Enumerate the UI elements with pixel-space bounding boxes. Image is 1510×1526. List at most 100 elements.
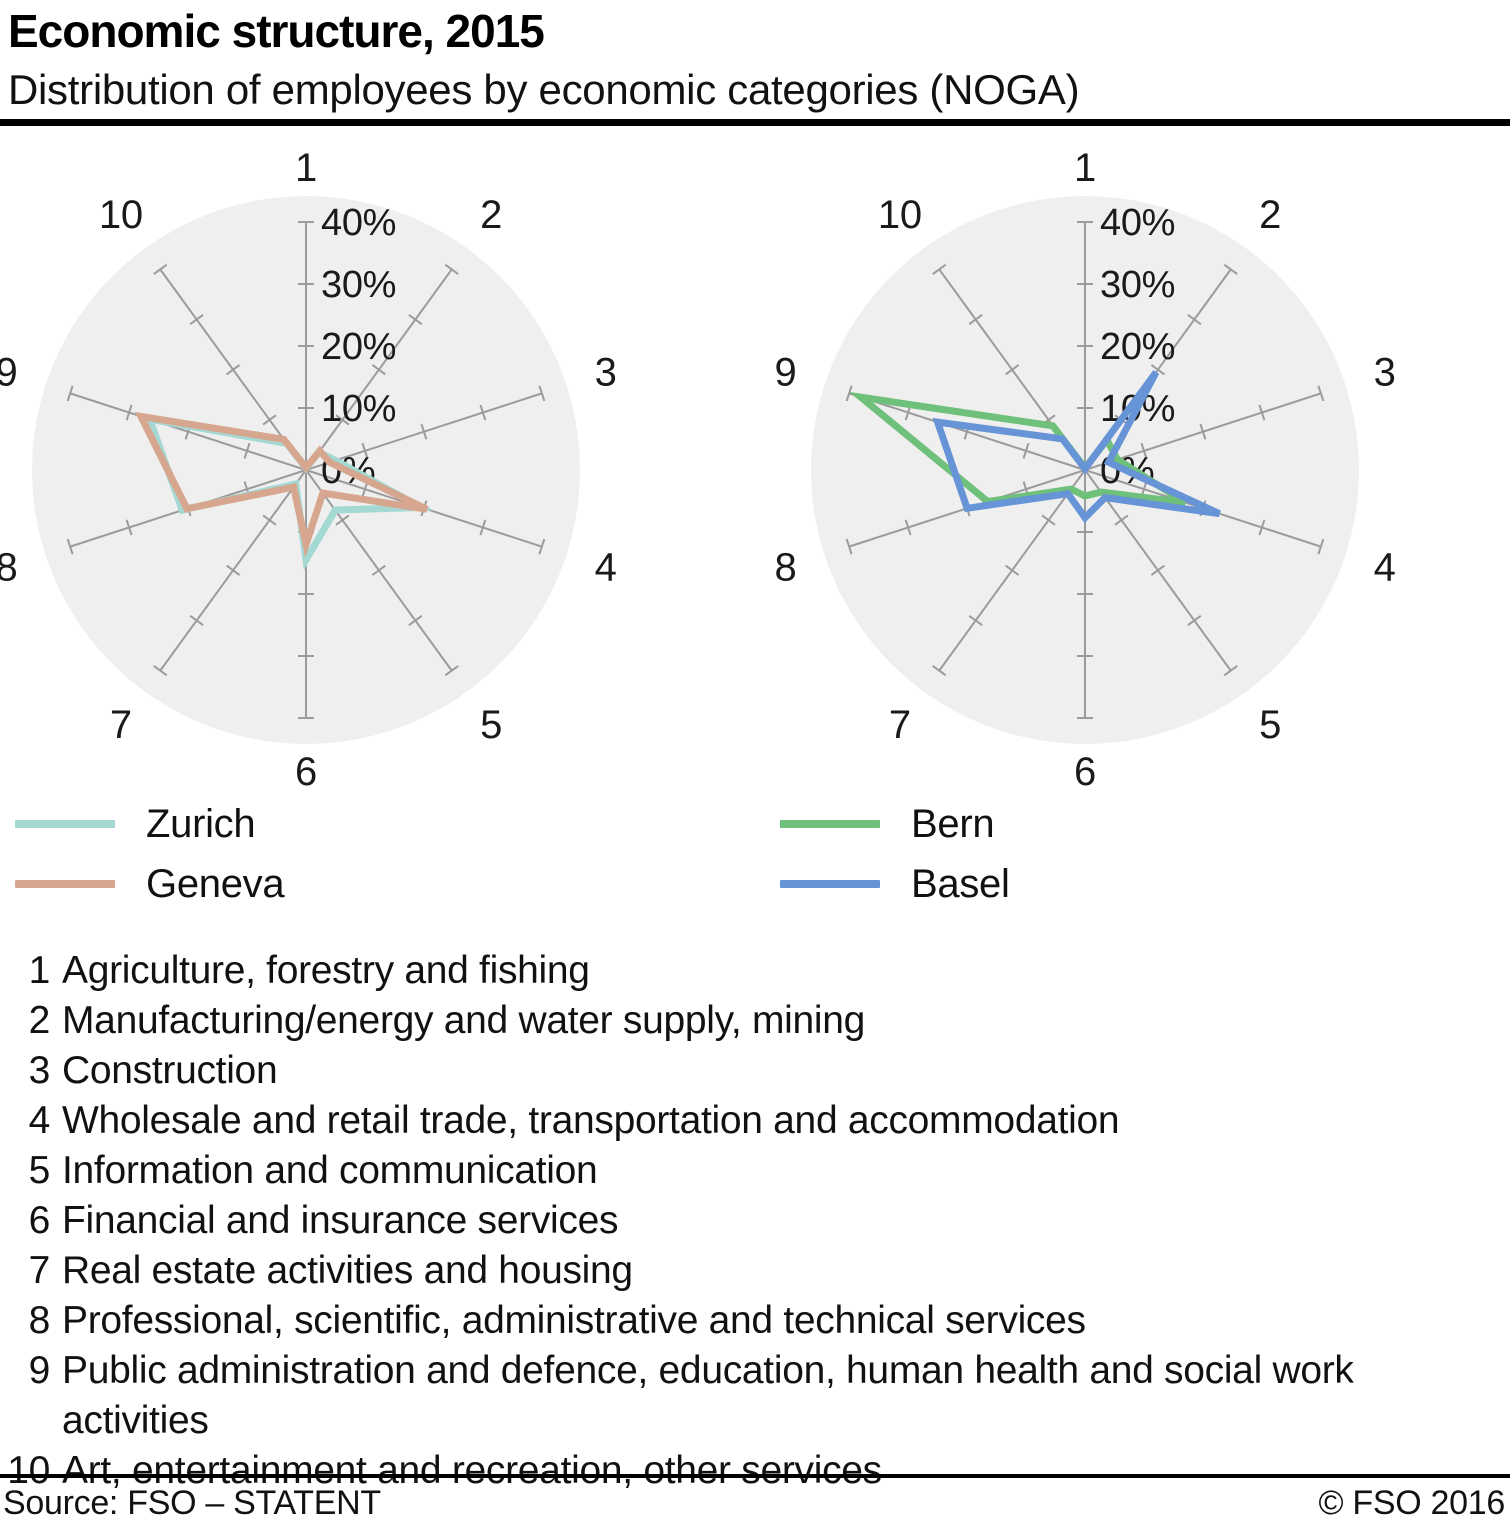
axis-tick — [243, 442, 251, 459]
category-label-6: Financial and insurance services — [62, 1199, 619, 1242]
category-number-3: 3 — [28, 1049, 51, 1092]
category-label-3: Construction — [62, 1049, 278, 1092]
axis-label-7: 7 — [889, 703, 911, 747]
scale-label-40: 40% — [1100, 202, 1175, 244]
axis-tick — [1317, 538, 1325, 555]
axis-tick — [1114, 514, 1129, 526]
axis-tick — [1150, 564, 1165, 576]
axis-tick — [1258, 519, 1266, 536]
category-number-1: 1 — [28, 949, 51, 992]
axis-tick — [479, 404, 487, 421]
category-number-9: 9 — [28, 1349, 51, 1392]
axis-label-4: 4 — [1374, 545, 1396, 589]
axis-tick — [1223, 665, 1238, 677]
axis-tick — [125, 404, 133, 421]
series-polygon-geneva — [134, 411, 429, 558]
axis-tick — [845, 385, 853, 402]
category-label-7: Real estate activities and housing — [62, 1249, 633, 1292]
legend-right: Bern Basel — [780, 798, 1340, 918]
axis-label-2: 2 — [1259, 193, 1281, 237]
axis-tick — [479, 519, 487, 536]
header-rule — [0, 119, 1510, 126]
axis-tick — [444, 263, 459, 275]
axis-label-2: 2 — [480, 193, 502, 237]
axis-tick — [845, 538, 853, 555]
category-number-7: 7 — [28, 1249, 51, 1292]
legend-label-geneva: Geneva — [146, 861, 285, 906]
legend-left: Zurich Geneva — [15, 798, 575, 918]
axis-label-3: 3 — [1374, 351, 1396, 395]
axis-tick — [968, 314, 983, 326]
axis-tick — [226, 564, 241, 576]
axis-tick — [371, 364, 386, 376]
axis-label-3: 3 — [595, 351, 617, 395]
axis-tick — [1041, 514, 1056, 526]
page-subtitle: Distribution of employees by economic ca… — [8, 66, 1080, 113]
axis-label-1: 1 — [295, 146, 317, 190]
axis-tick — [538, 538, 546, 555]
axis-tick — [1150, 364, 1165, 376]
series-polygon-basel — [932, 370, 1221, 524]
axis-tick — [444, 665, 459, 677]
category-label-5: Information and communication — [62, 1149, 598, 1192]
category-number-2: 2 — [28, 999, 51, 1042]
axis-label-6: 6 — [1074, 750, 1096, 794]
category-number-6: 6 — [28, 1199, 51, 1242]
axis-tick — [335, 414, 350, 426]
legend-item-zurich: Zurich — [15, 798, 575, 850]
axis-tick — [1223, 263, 1238, 275]
legend-swatch-bern — [780, 820, 880, 828]
legend-item-basel: Basel — [780, 858, 1340, 910]
category-label-10: Art, entertainment and recreation, other… — [62, 1449, 882, 1492]
axis-tick — [1199, 423, 1207, 440]
scale-label-30: 30% — [321, 264, 396, 306]
legend-label-bern: Bern — [911, 801, 995, 846]
axis-tick — [1187, 314, 1202, 326]
axis-label-8: 8 — [774, 545, 796, 589]
axis-tick — [1005, 364, 1020, 376]
axis-tick — [538, 385, 546, 402]
category-label-4: Wholesale and retail trade, transportati… — [62, 1099, 1120, 1142]
scale-label-20: 20% — [1100, 326, 1175, 368]
scale-label-40: 40% — [321, 202, 396, 244]
category-label-2: Manufacturing/energy and water supply, m… — [62, 999, 866, 1042]
category-label-1: Agriculture, forestry and fishing — [62, 949, 590, 992]
axis-tick — [1187, 614, 1202, 626]
legend-label-basel: Basel — [911, 861, 1010, 906]
axis-tick — [420, 423, 428, 440]
axis-tick — [932, 665, 947, 677]
scale-label-20: 20% — [321, 326, 396, 368]
legend-swatch-geneva — [15, 880, 115, 888]
axis-label-5: 5 — [480, 703, 502, 747]
axis-tick — [932, 263, 947, 275]
axis-tick — [189, 314, 204, 326]
category-label-9: Public administration and defence, educa… — [62, 1349, 1354, 1442]
footer-copyright: © FSO 2016 — [1318, 1484, 1506, 1522]
category-label-8: Professional, scientific, administrative… — [62, 1299, 1086, 1342]
axis-tick — [1140, 442, 1148, 459]
axis-tick — [1005, 564, 1020, 576]
footer-rule — [0, 1474, 1510, 1478]
legend-label-zurich: Zurich — [146, 801, 256, 846]
axis-tick — [153, 263, 168, 275]
axis-tick — [1317, 385, 1325, 402]
axis-tick — [335, 514, 350, 526]
category-number-10: 10 — [7, 1449, 50, 1492]
axis-tick — [1022, 442, 1030, 459]
category-list: 1 Agriculture, forestry and fishing 2 Manuf… — [4, 946, 1506, 1496]
axis-tick — [153, 665, 168, 677]
axis-tick — [262, 414, 277, 426]
axis-tick — [371, 564, 386, 576]
axis-tick — [66, 538, 74, 555]
axis-tick — [189, 614, 204, 626]
axis-label-10: 10 — [878, 193, 922, 237]
axis-label-9: 9 — [774, 351, 796, 395]
axis-tick — [262, 514, 277, 526]
axis-tick — [968, 614, 983, 626]
axis-tick — [125, 519, 133, 536]
axis-label-7: 7 — [110, 703, 132, 747]
axis-tick — [361, 481, 369, 498]
axis-label-8: 8 — [0, 545, 17, 589]
